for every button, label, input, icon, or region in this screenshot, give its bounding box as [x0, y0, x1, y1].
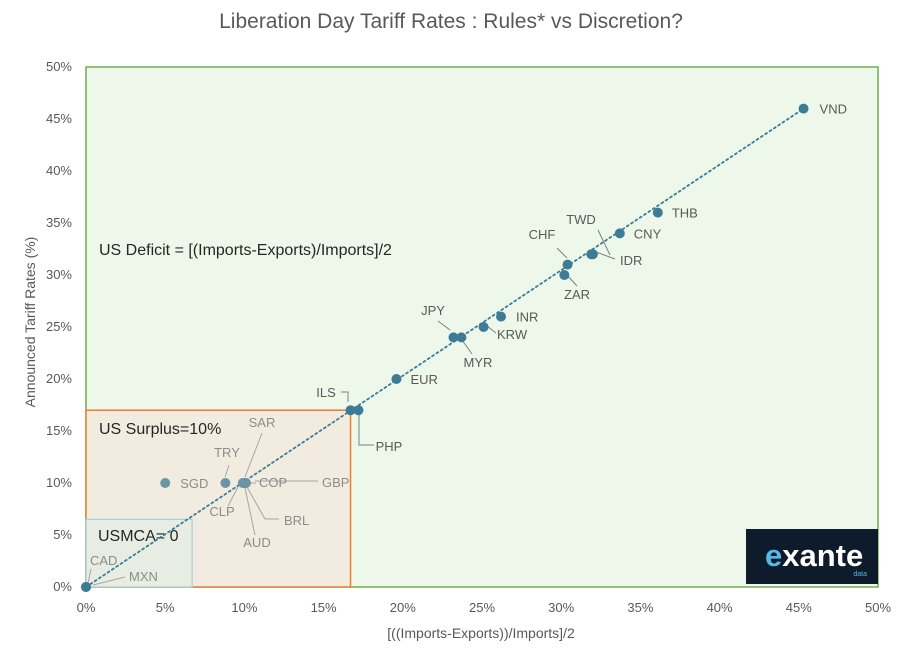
label-jpy: JPY: [421, 303, 445, 318]
label-aud: AUD: [243, 535, 270, 550]
x-tick-label: 40%: [707, 600, 733, 615]
leader-myr: [461, 339, 473, 355]
point-sgd: [160, 478, 171, 488]
point-thb: [652, 207, 663, 218]
point-aud: [239, 478, 250, 488]
point-labels: VND THB CNY TWD IDR CHF ZAR INR KRW JPY MYR EUR ILS P…: [90, 102, 847, 584]
leader-mxn: [92, 576, 126, 586]
label-inr: INR: [516, 310, 538, 325]
point-krw: [478, 322, 489, 332]
y-tick-label: 15%: [46, 423, 72, 438]
point-inr: [496, 311, 507, 322]
logo-subtext: data: [853, 571, 867, 578]
label-sgd: SGD: [180, 476, 208, 491]
leader-sar: [244, 432, 263, 478]
label-try: TRY: [214, 445, 240, 460]
x-tick-label: 5%: [156, 600, 175, 615]
label-twd: TWD: [566, 212, 596, 227]
leader-try: [224, 464, 230, 478]
leader-idr: [595, 251, 616, 260]
point-try: [220, 478, 231, 488]
leader-cad: [87, 568, 92, 584]
trend-layer: [85, 107, 805, 588]
leader-clp: [227, 486, 239, 507]
leader-lines: [87, 229, 616, 586]
x-tick-label: 45%: [786, 600, 812, 615]
usmca-zone-label: USMCA= 0: [98, 528, 179, 545]
point-vnd: [798, 103, 809, 114]
y-tick-label: 50%: [46, 59, 72, 74]
x-tick-label: 10%: [231, 600, 257, 615]
label-cad: CAD: [90, 553, 117, 568]
leader-brl: [246, 486, 279, 520]
leader-twd: [597, 229, 611, 256]
x-tick-label: 35%: [627, 600, 653, 615]
point-mxn: [81, 582, 91, 592]
chart-title: Liberation Day Tariff Rates : Rules* vs …: [219, 10, 683, 33]
label-sar: SAR: [249, 415, 276, 430]
label-cny: CNY: [634, 226, 662, 241]
label-clp: CLP: [209, 504, 234, 519]
logo-background: [746, 529, 878, 584]
trendline: [85, 107, 805, 588]
point-idr: [586, 249, 597, 260]
logo-wordmark: exante: [765, 538, 863, 573]
exante-logo: exante data: [746, 529, 878, 584]
leader-php: [358, 414, 374, 446]
label-idr: IDR: [620, 253, 642, 268]
x-tick-label: 20%: [390, 600, 416, 615]
leader-ils: [341, 391, 349, 402]
y-axis-title: Announced Tariff Rates (%): [22, 237, 38, 408]
x-tick-label: 30%: [548, 600, 574, 615]
y-tick-label: 35%: [46, 215, 72, 230]
y-tick-label: 30%: [46, 267, 72, 282]
point-cny: [614, 228, 625, 239]
y-tick-label: 0%: [53, 579, 72, 594]
x-axis-title: [((Imports-Exports))/Imports]/2: [387, 625, 575, 641]
point-jpy: [448, 332, 459, 343]
point-myr: [456, 332, 467, 343]
data-points: [81, 103, 809, 592]
x-tick-label: 15%: [311, 600, 337, 615]
label-zar: ZAR: [564, 287, 590, 302]
label-krw: KRW: [497, 327, 528, 342]
leader-chf: [556, 247, 568, 259]
point-ils: [345, 405, 356, 416]
x-tick-label: 50%: [865, 600, 891, 615]
leader-aud: [244, 487, 256, 536]
y-tick-label: 40%: [46, 163, 72, 178]
label-cop: COP: [259, 475, 287, 490]
label-mxn: MXN: [129, 569, 158, 584]
label-brl: BRL: [284, 513, 309, 528]
label-ils: ILS: [316, 385, 336, 400]
y-tick-label: 20%: [46, 371, 72, 386]
deficit-zone-label: US Deficit = [(Imports-Exports)/Imports]…: [99, 242, 392, 259]
label-eur: EUR: [410, 372, 437, 387]
label-vnd: VND: [820, 102, 847, 117]
axes: 0% 5% 10% 15% 20% 25% 30% 35% 40% 45% 50% 0% 5% 10% 15…: [46, 59, 891, 615]
x-tick-label: 25%: [469, 600, 495, 615]
label-php: PHP: [376, 439, 403, 454]
label-chf: CHF: [529, 227, 556, 242]
x-tick-label: 0%: [77, 600, 96, 615]
label-thb: THB: [672, 206, 698, 221]
point-chf: [562, 259, 573, 270]
leader-jpy: [437, 320, 451, 331]
y-tick-label: 25%: [46, 319, 72, 334]
y-tick-label: 10%: [46, 475, 72, 490]
surplus-zone-label: US Surplus=10%: [99, 421, 221, 438]
label-gbp: GBP: [322, 475, 349, 490]
label-myr: MYR: [464, 355, 493, 370]
point-php: [353, 405, 364, 416]
y-tick-label: 45%: [46, 111, 72, 126]
point-eur: [391, 374, 402, 384]
point-zar: [559, 270, 570, 280]
y-tick-label: 5%: [53, 527, 72, 542]
